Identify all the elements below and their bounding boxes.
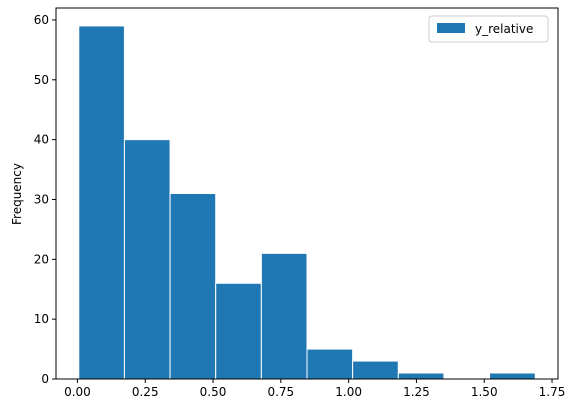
histogram-bar: [169, 193, 217, 380]
y-tick-label: 60: [34, 13, 49, 27]
histogram-bar: [123, 139, 171, 380]
y-axis-ticks: 0 10 20 30 40 50 60: [34, 13, 56, 386]
x-tick-label: 1.50: [471, 385, 498, 399]
legend-label: y_relative: [475, 22, 533, 36]
y-tick-label: 10: [34, 312, 49, 326]
legend-swatch: [437, 23, 465, 33]
histogram-bar: [78, 25, 125, 380]
histogram-bar: [260, 252, 308, 380]
plot-frame: [55, 7, 559, 380]
histogram-bar: [489, 372, 536, 380]
x-axis-ticks: 0.00 0.25 0.50 0.75 1.00 1.25 1.50 1.75: [64, 379, 565, 399]
y-axis-label: Frequency: [10, 163, 24, 225]
x-tick-label: 0.00: [64, 385, 91, 399]
histogram-bar: [397, 372, 445, 380]
histogram-bar: [352, 360, 399, 380]
histogram-bar: [215, 282, 262, 380]
y-tick-label: 0: [41, 372, 49, 386]
legend-box: [428, 15, 549, 43]
y-tick-label: 20: [34, 252, 49, 266]
x-tick-label: 0.25: [132, 385, 159, 399]
x-tick-label: 0.50: [200, 385, 227, 399]
legend: y_relative: [428, 15, 549, 43]
x-tick-label: 1.75: [539, 385, 566, 399]
x-tick-label: 1.25: [403, 385, 430, 399]
y-tick-label: 50: [34, 73, 49, 87]
x-tick-label: 1.00: [335, 385, 362, 399]
y-tick-label: 30: [34, 192, 49, 206]
bars-group: [78, 25, 536, 380]
x-tick-label: 0.75: [267, 385, 294, 399]
histogram-bar: [306, 348, 354, 380]
y-tick-label: 40: [34, 133, 49, 147]
